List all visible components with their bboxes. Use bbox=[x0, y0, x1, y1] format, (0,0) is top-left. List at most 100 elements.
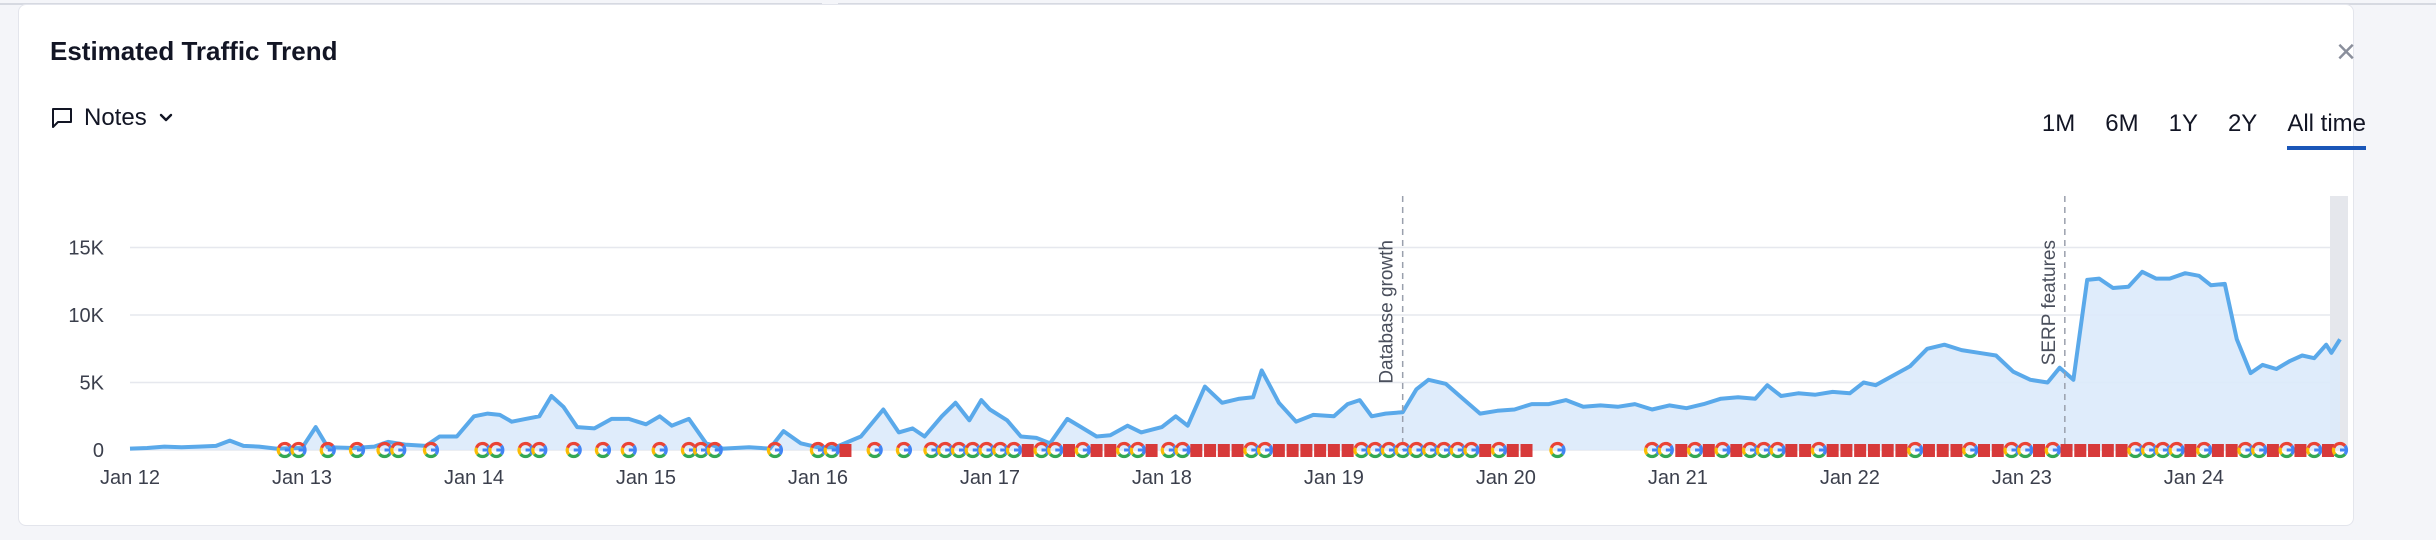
serp-flag-marker bbox=[1520, 444, 1533, 457]
google-icon bbox=[276, 441, 293, 459]
serp-flag-marker bbox=[1854, 444, 1867, 457]
y-tick-label: 15K bbox=[68, 238, 104, 260]
x-tick-label: Jan 17 bbox=[960, 467, 1020, 489]
x-tick-label: Jan 12 bbox=[100, 467, 160, 489]
serp-flag-marker bbox=[1936, 444, 1949, 457]
google-icon bbox=[651, 441, 668, 459]
serp-flag-marker bbox=[1506, 444, 1519, 457]
serp-flag-marker bbox=[1922, 444, 1935, 457]
serp-flag-marker bbox=[2115, 444, 2128, 457]
traffic-line bbox=[129, 269, 2342, 451]
google-icon bbox=[1257, 441, 1274, 459]
google-icon bbox=[1160, 441, 1177, 459]
widget-title: Estimated Traffic Trend bbox=[50, 36, 338, 66]
serp-flag-marker bbox=[1785, 444, 1798, 457]
serp-flag-marker bbox=[2184, 444, 2197, 457]
serp-flag-marker bbox=[2294, 444, 2307, 457]
close-icon[interactable]: × bbox=[2336, 33, 2356, 71]
x-tick-label: Jan 20 bbox=[1476, 467, 1536, 489]
google-icon bbox=[2251, 441, 2268, 459]
x-tick-label: Jan 18 bbox=[1132, 467, 1192, 489]
google-icon bbox=[2237, 441, 2254, 459]
google-icon bbox=[474, 441, 491, 459]
google-icon bbox=[2196, 441, 2213, 459]
serp-flag-marker bbox=[1730, 444, 1743, 457]
serp-flag-marker bbox=[2266, 444, 2279, 457]
google-icon bbox=[706, 441, 723, 459]
serp-flag-marker bbox=[1104, 444, 1117, 457]
google-icon bbox=[823, 441, 840, 459]
annotation-database-growth: Database growth bbox=[1377, 240, 1398, 384]
chevron-down-icon bbox=[157, 109, 175, 127]
range-2y[interactable]: 2Y bbox=[2227, 110, 2258, 137]
serp-flag-marker bbox=[2101, 444, 2114, 457]
google-icon bbox=[895, 441, 912, 459]
google-icon bbox=[1463, 441, 1480, 459]
y-tick-label: 0 bbox=[93, 440, 104, 462]
range-6m[interactable]: 6M bbox=[2105, 110, 2139, 137]
serp-flag-marker bbox=[1341, 444, 1354, 457]
google-icon bbox=[1074, 441, 1091, 459]
serp-flag-marker bbox=[2033, 444, 2046, 457]
google-icon bbox=[290, 441, 307, 459]
google-icon bbox=[950, 441, 968, 459]
google-icon bbox=[620, 441, 637, 459]
range-1m[interactable]: 1M bbox=[2041, 110, 2076, 137]
serp-flag-marker bbox=[1867, 444, 1880, 457]
traffic-chart: 0 5K 10K 15K Database growth SERP features Jan… bbox=[68, 196, 2349, 489]
serp-flag-marker bbox=[1479, 444, 1492, 457]
google-icon bbox=[2017, 441, 2034, 459]
serp-flag-marker bbox=[1021, 444, 1034, 457]
google-icon bbox=[488, 441, 505, 459]
serp-flag-marker bbox=[1950, 444, 1963, 457]
serp-flag-marker bbox=[1702, 444, 1715, 457]
google-icon bbox=[866, 441, 883, 459]
x-tick-label: Jan 15 bbox=[616, 467, 676, 489]
serp-flag-marker bbox=[839, 444, 852, 457]
serp-flag-marker bbox=[1799, 444, 1812, 457]
serp-flag-marker bbox=[1977, 444, 1990, 457]
google-icon bbox=[594, 441, 611, 459]
google-icon bbox=[2331, 441, 2349, 459]
serp-flag-marker bbox=[1881, 444, 1894, 457]
notes-dropdown[interactable]: Notes bbox=[50, 104, 175, 132]
google-icon bbox=[1810, 441, 1827, 459]
x-tick-label: Jan 19 bbox=[1304, 467, 1364, 489]
serp-flag-marker bbox=[1204, 444, 1217, 457]
traffic-area bbox=[130, 271, 2340, 450]
google-icon bbox=[1005, 441, 1023, 459]
serp-flag-marker bbox=[1300, 444, 1313, 457]
serp-flag-marker bbox=[2225, 444, 2238, 457]
google-icon bbox=[422, 441, 440, 459]
serp-flag-marker bbox=[1190, 444, 1203, 457]
serp-flag-marker bbox=[1090, 444, 1103, 457]
x-tick-label: Jan 14 bbox=[444, 467, 504, 489]
x-tick-label: Jan 13 bbox=[272, 467, 332, 489]
serp-flag-marker bbox=[1991, 444, 2004, 457]
google-icon bbox=[1643, 441, 1661, 459]
notes-label: Notes bbox=[84, 104, 147, 131]
x-tick-label: Jan 16 bbox=[788, 467, 848, 489]
google-icon bbox=[1714, 441, 1731, 459]
serp-flag-marker bbox=[1063, 444, 1076, 457]
y-tick-label: 5K bbox=[80, 373, 105, 395]
google-icon bbox=[565, 441, 582, 459]
serp-flag-marker bbox=[1231, 444, 1244, 457]
google-icon bbox=[1174, 441, 1191, 459]
google-icon bbox=[1033, 441, 1050, 459]
serp-flag-marker bbox=[1895, 444, 1908, 457]
x-tick-label: Jan 22 bbox=[1820, 467, 1880, 489]
range-all-time[interactable]: All time bbox=[2287, 110, 2366, 150]
google-icon bbox=[1129, 441, 1146, 459]
google-icon bbox=[1657, 441, 1674, 459]
serp-flag-marker bbox=[1286, 444, 1299, 457]
serp-flag-marker bbox=[1272, 444, 1285, 457]
google-icon bbox=[517, 441, 534, 459]
serp-flag-marker bbox=[1840, 444, 1853, 457]
google-icon bbox=[2168, 441, 2185, 459]
range-1y[interactable]: 1Y bbox=[2168, 110, 2198, 137]
google-icon bbox=[1907, 441, 1924, 459]
serp-flag-marker bbox=[1826, 444, 1839, 457]
x-tick-label: Jan 24 bbox=[2164, 467, 2224, 489]
serp-flag-marker bbox=[1314, 444, 1327, 457]
